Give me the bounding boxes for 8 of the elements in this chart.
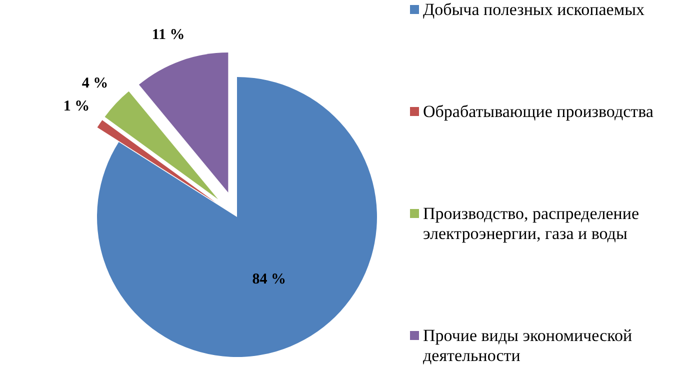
- legend-label: Производство, распределение электроэнергии, газа и воды: [423, 204, 640, 244]
- data-label: 1 %: [63, 98, 90, 114]
- data-label: 11 %: [152, 27, 185, 44]
- data-label: 84 %: [252, 271, 286, 288]
- data-label: 4 %: [82, 75, 108, 92]
- legend-label: Обрабатывающие производства: [423, 102, 654, 122]
- legend-label: Прочие виды экономической деятельности: [423, 326, 634, 366]
- legend-label: Добыча полезных ископаемых: [423, 0, 645, 20]
